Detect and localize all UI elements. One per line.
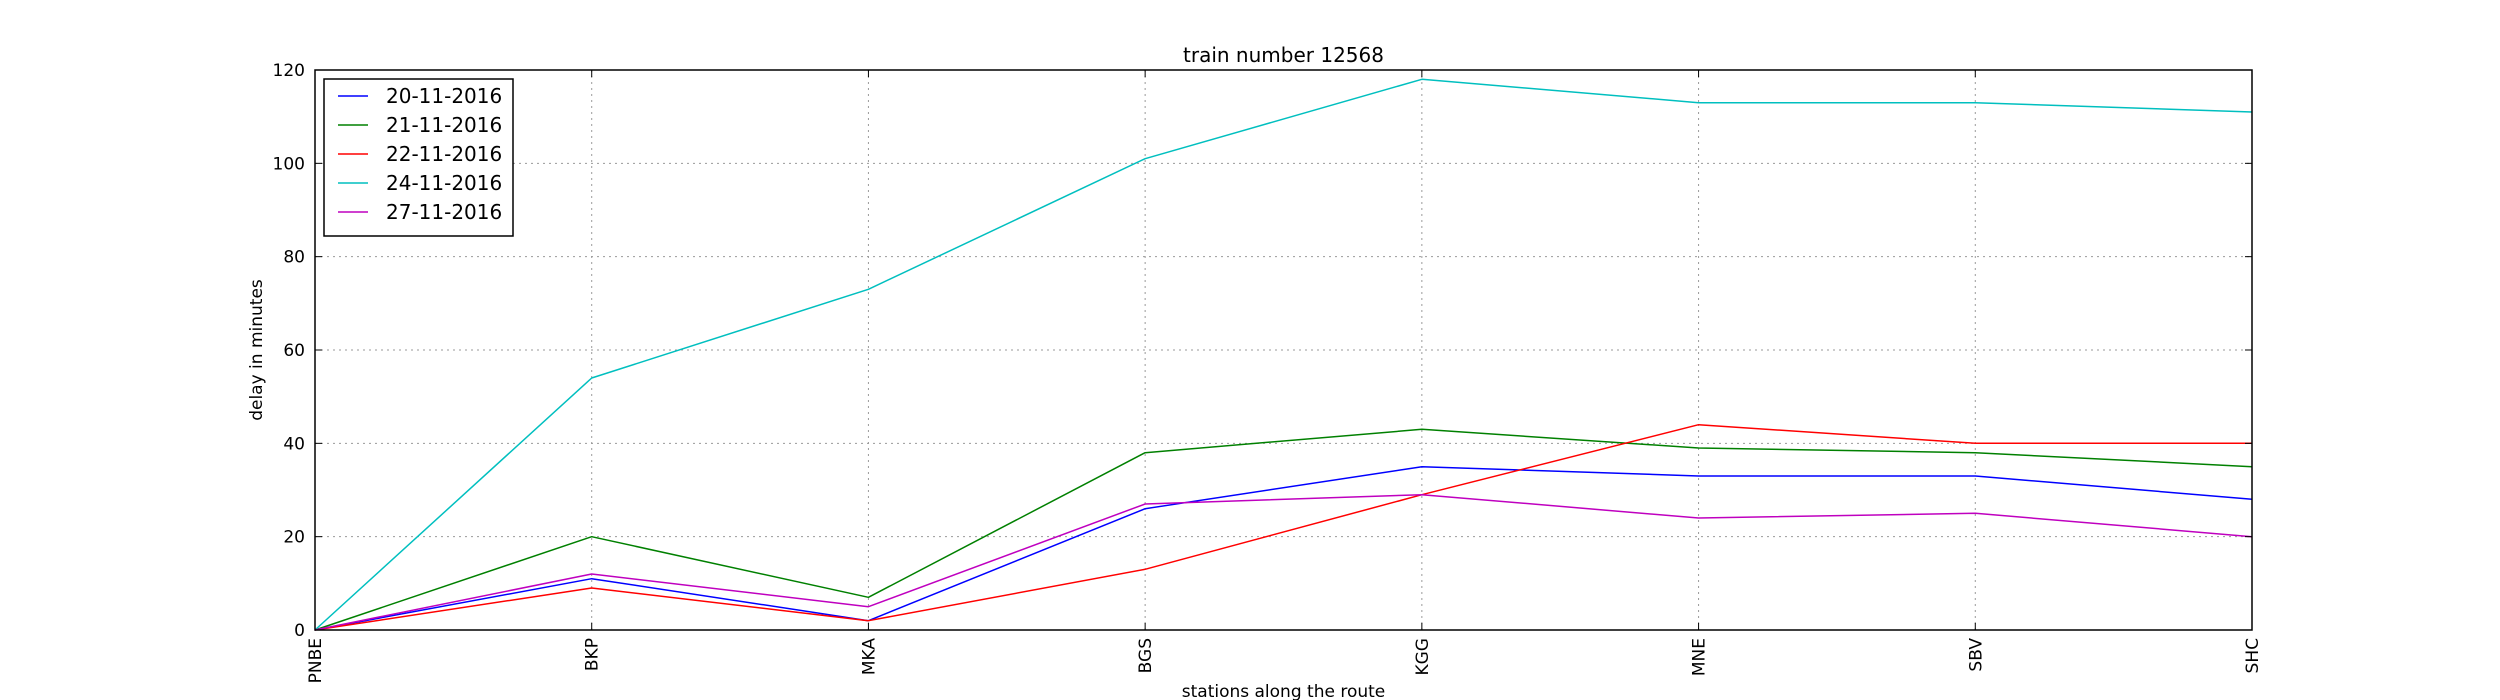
y-axis-ticks: 0 20 40 60 80 100 120: [273, 61, 2252, 641]
y-tick-label: 40: [283, 434, 305, 454]
legend-label: 20-11-2016: [386, 84, 502, 108]
series-line-24-11-2016: [314, 78, 2253, 631]
series-line-20-11-2016: [314, 465, 2253, 631]
series-line-22-11-2016: [314, 423, 2252, 631]
legend-label: 27-11-2016: [386, 200, 502, 224]
y-axis-label: delay in minutes: [247, 279, 267, 421]
x-axis-label: stations along the route: [1182, 682, 1386, 700]
series-line-21-11-2016: [314, 428, 2253, 631]
plot-frame: [314, 69, 2253, 631]
x-tick-label: BKP: [583, 638, 603, 671]
x-tick-label: MKA: [859, 638, 879, 676]
y-tick-label: 80: [283, 248, 305, 268]
y-tick-label: 0: [294, 621, 305, 641]
chart-title: train number 12568: [1183, 43, 1384, 67]
y-tick-label: 100: [273, 154, 305, 174]
y-tick-label: 60: [283, 341, 305, 361]
x-tick-label: PNBE: [306, 638, 326, 683]
x-tick-label: BGS: [1136, 638, 1156, 673]
y-tick-label: 120: [273, 61, 305, 81]
legend-label: 21-11-2016: [386, 113, 502, 137]
series-layer: [314, 78, 2253, 631]
x-tick-label: SHC: [2243, 638, 2263, 673]
legend-label: 22-11-2016: [386, 142, 502, 166]
legend-box: [323, 78, 514, 237]
y-tick-label: 20: [283, 528, 305, 548]
x-tick-label: KGG: [1413, 638, 1433, 676]
x-tick-label: MNE: [1690, 638, 1710, 676]
x-tick-label: SBV: [1966, 638, 1986, 672]
legend-label: 24-11-2016: [386, 171, 502, 195]
series-line-27-11-2016: [314, 493, 2253, 631]
legend: 20-11-2016 21-11-2016 22-11-2016 24-11-2016…: [323, 78, 514, 237]
x-axis-ticks: PNBE BKP MKA BGS KGG MNE SBV SHC: [306, 70, 2263, 683]
grid-layer: [315, 70, 2252, 630]
